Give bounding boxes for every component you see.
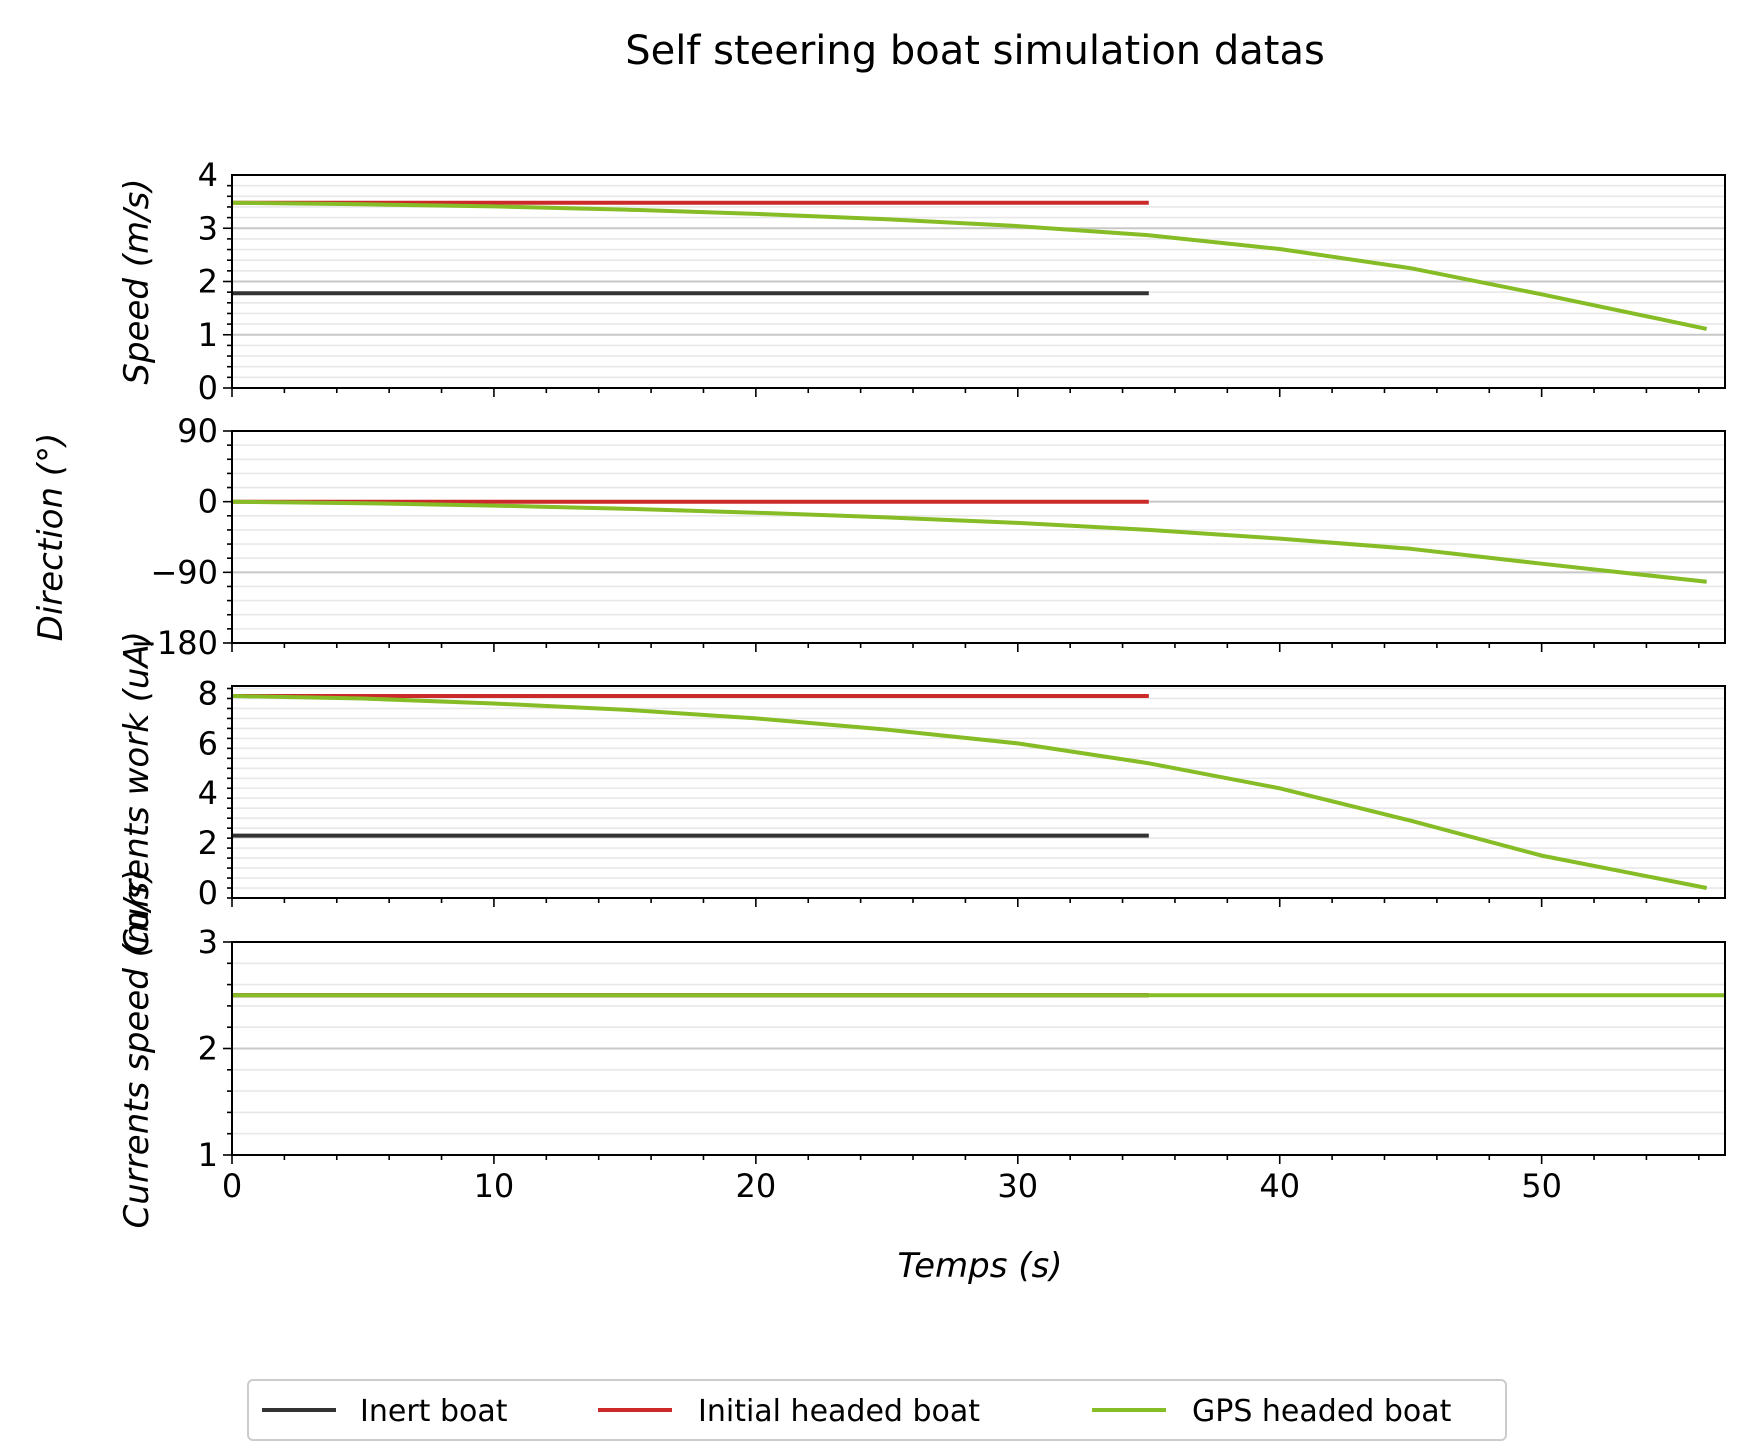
chart-title: Self steering boat simulation datas	[625, 28, 1325, 74]
x-tick-label: 10	[474, 1167, 515, 1205]
legend-entry-label: Initial headed boat	[698, 1394, 980, 1429]
y-tick-label: 2	[198, 824, 218, 862]
x-axis-label: Temps (s)	[898, 1246, 1063, 1286]
y-tick-label: −90	[150, 553, 218, 591]
y-axis-label: Direction (°)	[31, 433, 71, 642]
legend-box	[247, 1379, 1507, 1441]
panel-3: 0 2 4 6 8 Currents work (uA)	[117, 631, 1726, 953]
series-line-gps-headed-boat	[232, 694, 1708, 890]
x-tick-label: 30	[997, 1167, 1038, 1205]
y-tick-label: 3	[198, 923, 218, 961]
y-tick-label: 0	[198, 369, 218, 407]
legend-entry-label: GPS headed boat	[1192, 1394, 1452, 1429]
series-line-gps-headed-boat	[232, 499, 1707, 584]
y-axis-label: Currents work (uA)	[117, 631, 157, 953]
y-axis-label: Speed (m/s)	[117, 178, 157, 384]
y-tick-label: 2	[198, 263, 218, 301]
x-tick-label: 0	[222, 1167, 242, 1205]
panel-frame	[231, 941, 1726, 1156]
y-tick-label: 8	[198, 674, 218, 712]
x-tick-label: 20	[736, 1167, 777, 1205]
y-tick-label: −180	[130, 624, 218, 662]
y-tick-label: 0	[198, 483, 218, 521]
legend: Inert boat Initial headed boat GPS headed …	[247, 1379, 1507, 1441]
y-tick-label: 1	[198, 1136, 218, 1174]
y-tick-label: 6	[198, 724, 218, 762]
y-tick-label: 4	[198, 774, 218, 812]
y-tick-label: 4	[198, 156, 218, 194]
y-axis-label: Currents speed (m/s)	[117, 869, 157, 1229]
series-line-gps-headed-boat	[232, 200, 1708, 331]
y-tick-label: 1	[198, 316, 218, 354]
panel-2: 90 0 −90 −180 Direction (°)	[31, 412, 1726, 662]
panel-4: 1 2 3 Currents speed (m/s) 0 10 20 30 40 50	[117, 869, 1726, 1229]
y-tick-label: 3	[198, 209, 218, 247]
panel-frame	[231, 430, 1726, 644]
x-tick-label: 50	[1521, 1167, 1562, 1205]
y-tick-label: 0	[198, 874, 218, 912]
panel-frame	[231, 174, 1726, 389]
x-tick-label: 40	[1259, 1167, 1300, 1205]
y-tick-label: 2	[198, 1030, 218, 1068]
legend-entry-label: Inert boat	[360, 1394, 508, 1429]
y-tick-label: 90	[177, 412, 218, 450]
panel-frame	[231, 685, 1726, 899]
panel-1: 0 1 2 3 4 Speed (m/s)	[117, 156, 1726, 407]
